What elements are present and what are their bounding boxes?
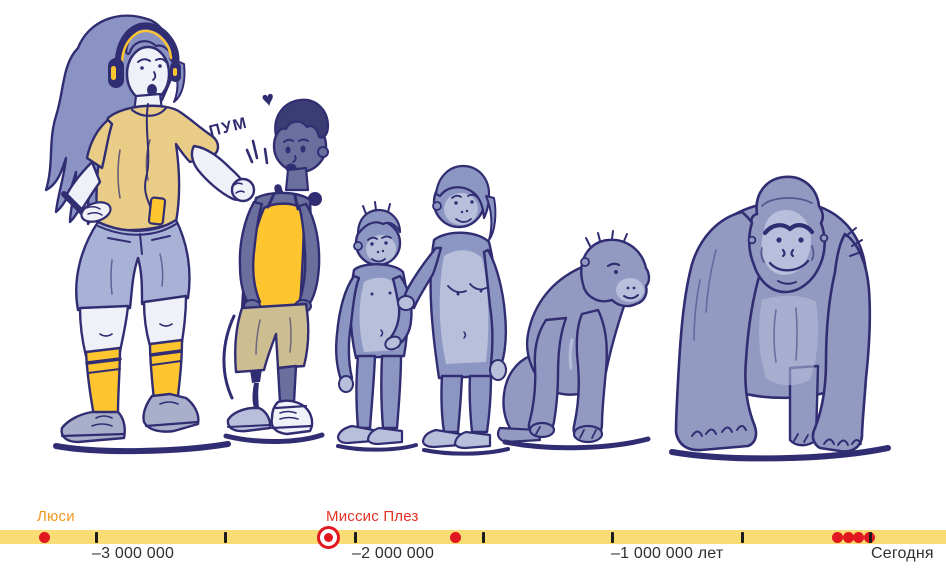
figure-young-gorilla bbox=[496, 230, 651, 451]
timeline-axis-label: –1 000 000 лет bbox=[611, 545, 724, 562]
timeline-axis-label: –3 000 000 bbox=[92, 545, 175, 562]
timeline-axis-label: Сегодня bbox=[871, 545, 934, 562]
figure-modern-woman bbox=[44, 14, 256, 455]
timeline-tick bbox=[610, 531, 614, 543]
figure-australopithecus-child bbox=[335, 201, 418, 452]
event-marker-ring-center bbox=[323, 532, 333, 542]
figure-modern-boy bbox=[222, 98, 330, 444]
timeline-tick bbox=[868, 531, 872, 543]
timeline-tick bbox=[481, 531, 485, 543]
timeline-event-dot bbox=[852, 531, 864, 543]
timeline-event-dot bbox=[831, 531, 843, 543]
timeline-event-dot bbox=[842, 531, 854, 543]
timeline-tick bbox=[740, 531, 744, 543]
timeline-axis-label: –2 000 000 bbox=[352, 545, 435, 562]
figure-adult-gorilla bbox=[669, 175, 891, 462]
timeline-event-label: Люси bbox=[37, 508, 75, 525]
figure-australopithecus-adult bbox=[397, 164, 510, 456]
timeline-tick bbox=[94, 531, 98, 543]
timeline-tick bbox=[223, 531, 227, 543]
timeline-event-label: Миссис Плез bbox=[326, 508, 419, 525]
timeline-event-ring-marker bbox=[316, 525, 340, 549]
evolution-illustration bbox=[44, 14, 891, 462]
timeline-event-dot bbox=[449, 531, 461, 543]
timeline-event-dot bbox=[38, 531, 50, 543]
timeline-band bbox=[0, 525, 946, 549]
timeline-tick bbox=[353, 531, 357, 543]
